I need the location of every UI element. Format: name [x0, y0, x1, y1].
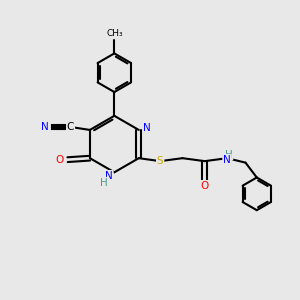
Text: N: N: [105, 171, 113, 181]
Text: CH₃: CH₃: [106, 29, 123, 38]
Text: N: N: [223, 155, 231, 165]
Text: O: O: [56, 155, 64, 165]
Text: O: O: [201, 181, 209, 191]
Text: C: C: [67, 122, 74, 132]
Text: H: H: [225, 150, 232, 160]
Text: N: N: [41, 122, 49, 132]
Text: H: H: [100, 178, 108, 188]
Text: N: N: [143, 124, 151, 134]
Text: S: S: [157, 156, 164, 166]
